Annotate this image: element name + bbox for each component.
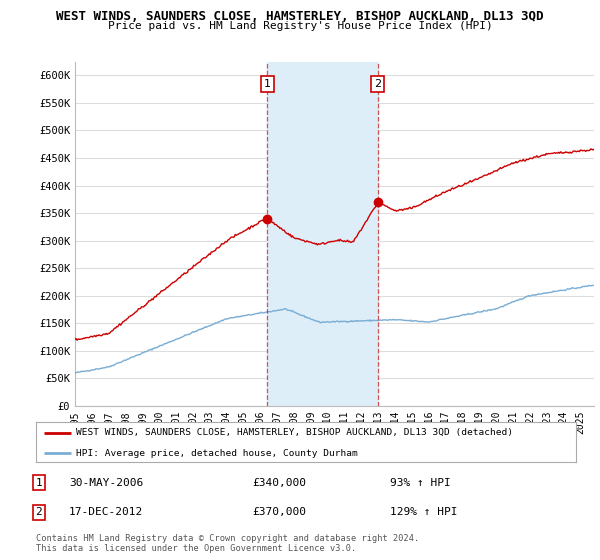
Text: 2: 2 bbox=[35, 507, 43, 517]
Text: 129% ↑ HPI: 129% ↑ HPI bbox=[390, 507, 458, 517]
Text: WEST WINDS, SAUNDERS CLOSE, HAMSTERLEY, BISHOP AUCKLAND, DL13 3QD (detached): WEST WINDS, SAUNDERS CLOSE, HAMSTERLEY, … bbox=[77, 428, 514, 437]
Text: HPI: Average price, detached house, County Durham: HPI: Average price, detached house, Coun… bbox=[77, 449, 358, 458]
Text: Price paid vs. HM Land Registry's House Price Index (HPI): Price paid vs. HM Land Registry's House … bbox=[107, 21, 493, 31]
Text: WEST WINDS, SAUNDERS CLOSE, HAMSTERLEY, BISHOP AUCKLAND, DL13 3QD: WEST WINDS, SAUNDERS CLOSE, HAMSTERLEY, … bbox=[56, 10, 544, 23]
Text: 1: 1 bbox=[264, 79, 271, 89]
Text: 30-MAY-2006: 30-MAY-2006 bbox=[69, 478, 143, 488]
Text: 17-DEC-2012: 17-DEC-2012 bbox=[69, 507, 143, 517]
Text: Contains HM Land Registry data © Crown copyright and database right 2024.
This d: Contains HM Land Registry data © Crown c… bbox=[36, 534, 419, 553]
Text: £340,000: £340,000 bbox=[252, 478, 306, 488]
Bar bbox=[267, 62, 377, 406]
Text: 93% ↑ HPI: 93% ↑ HPI bbox=[390, 478, 451, 488]
Text: £370,000: £370,000 bbox=[252, 507, 306, 517]
Text: 2: 2 bbox=[374, 79, 381, 89]
Text: 1: 1 bbox=[35, 478, 43, 488]
